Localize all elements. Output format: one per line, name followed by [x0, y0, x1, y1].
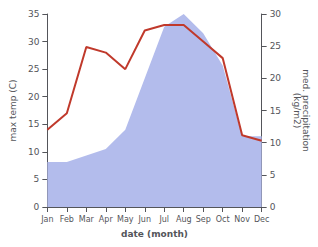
svg-text:Oct: Oct: [216, 215, 230, 224]
svg-text:35: 35: [28, 9, 39, 19]
svg-text:Jan: Jan: [40, 215, 53, 224]
svg-text:30: 30: [270, 9, 282, 19]
svg-text:(kg/m2): (kg/m2): [292, 93, 302, 128]
svg-text:30: 30: [28, 37, 40, 47]
svg-text:25: 25: [28, 64, 39, 74]
svg-text:max temp (C): max temp (C): [8, 79, 18, 141]
svg-text:Nov: Nov: [234, 215, 250, 224]
svg-text:Dec: Dec: [254, 215, 269, 224]
svg-text:20: 20: [270, 73, 282, 83]
svg-text:0: 0: [34, 202, 40, 212]
svg-text:med. precipitation: med. precipitation: [300, 69, 311, 152]
svg-text:May: May: [117, 215, 134, 224]
svg-text:5: 5: [270, 170, 276, 180]
svg-text:Apr: Apr: [99, 215, 114, 224]
svg-text:0: 0: [270, 202, 276, 212]
svg-text:15: 15: [270, 106, 281, 116]
svg-text:10: 10: [28, 147, 40, 157]
svg-text:Aug: Aug: [176, 215, 192, 224]
svg-text:Mar: Mar: [79, 215, 95, 224]
svg-text:Jun: Jun: [138, 215, 152, 224]
svg-text:5: 5: [34, 174, 40, 184]
svg-text:Feb: Feb: [60, 215, 74, 224]
svg-text:Sep: Sep: [196, 215, 211, 224]
svg-text:10: 10: [270, 138, 282, 148]
svg-text:date (month): date (month): [121, 229, 188, 239]
svg-text:Jul: Jul: [158, 215, 169, 224]
svg-text:25: 25: [270, 41, 281, 51]
svg-text:15: 15: [28, 119, 39, 129]
svg-text:20: 20: [28, 92, 40, 102]
